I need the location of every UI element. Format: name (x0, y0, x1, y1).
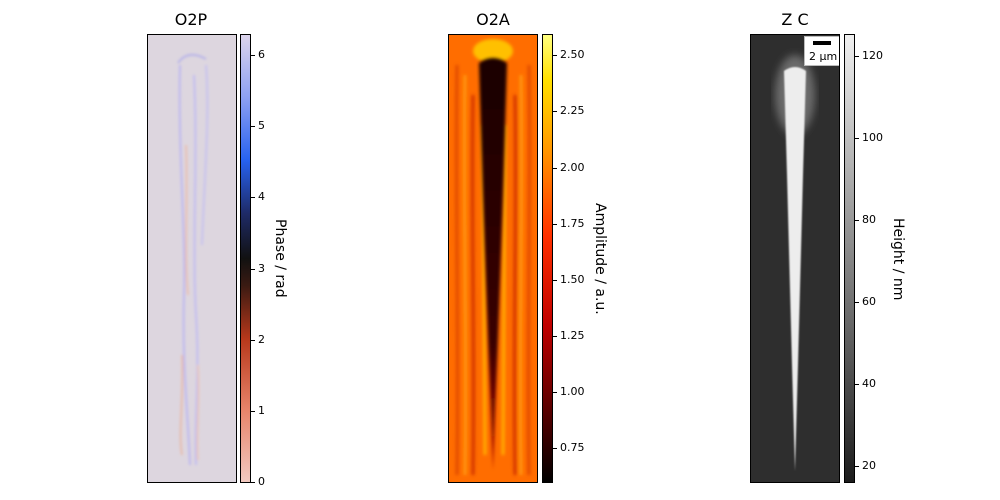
colorbar-tick-label: 60 (862, 295, 876, 308)
colorbar-tickmark (251, 126, 255, 127)
colorbar-tick-label: 1.00 (560, 385, 585, 398)
colorbar-tickmark (251, 55, 255, 56)
colorbar-tickmark (553, 448, 557, 449)
colorbar-label: Height / nm (890, 218, 906, 301)
height-colorbar (844, 34, 855, 483)
colorbar-tickmark (553, 224, 557, 225)
colorbar-tick-label: 3 (258, 262, 265, 275)
colorbar-tickmark (855, 466, 859, 467)
chart-title: O2A (476, 10, 510, 29)
colorbar-label: Amplitude / a.u. (592, 203, 608, 315)
colorbar-tickmark (553, 336, 557, 337)
colorbar-tickmark (251, 411, 255, 412)
colorbar-tick-label: 2.50 (560, 48, 585, 61)
colorbar-tickmark (251, 197, 255, 198)
colorbar-tick-label: 1.50 (560, 273, 585, 286)
colorbar-tick-label: 4 (258, 190, 265, 203)
chart-title: Z C (781, 10, 809, 29)
colorbar-tick-label: 40 (862, 377, 876, 390)
colorbar-tickmark (553, 111, 557, 112)
scalebar-label: 2 µm (809, 50, 838, 63)
amplitude-map (448, 34, 538, 483)
colorbar-tickmark (855, 220, 859, 221)
colorbar-tickmark (855, 138, 859, 139)
colorbar-label: Phase / rad (272, 219, 288, 298)
colorbar-tick-label: 1.25 (560, 329, 585, 342)
colorbar-tickmark (553, 168, 557, 169)
phase-map-image (148, 35, 236, 482)
colorbar-tick-label: 20 (862, 459, 876, 472)
colorbar-tickmark (553, 280, 557, 281)
phase-colorbar-gradient (241, 35, 250, 482)
height-map-image (751, 35, 839, 482)
colorbar-tickmark (855, 56, 859, 57)
colorbar-tick-label: 120 (862, 49, 883, 62)
amplitude-map-image (449, 35, 537, 482)
colorbar-tick-label: 100 (862, 131, 883, 144)
colorbar-tickmark (251, 269, 255, 270)
height-map: 2 µm (750, 34, 840, 483)
colorbar-tick-label: 0.75 (560, 441, 585, 454)
height-colorbar-gradient (845, 35, 854, 482)
colorbar-tick-label: 1 (258, 404, 265, 417)
scalebar: 2 µm (804, 36, 839, 66)
amplitude-colorbar-gradient (543, 35, 552, 482)
colorbar-tick-label: 0 (258, 475, 265, 488)
colorbar-tick-label: 5 (258, 119, 265, 132)
colorbar-tick-label: 1.75 (560, 217, 585, 230)
colorbar-tick-label: 2.00 (560, 161, 585, 174)
colorbar-tick-label: 80 (862, 213, 876, 226)
colorbar-tickmark (251, 340, 255, 341)
colorbar-tickmark (553, 392, 557, 393)
colorbar-tick-label: 6 (258, 48, 265, 61)
colorbar-tickmark (855, 384, 859, 385)
colorbar-tick-label: 2 (258, 333, 265, 346)
colorbar-tick-label: 2.25 (560, 104, 585, 117)
colorbar-tickmark (251, 482, 255, 483)
scalebar-line (813, 41, 831, 45)
colorbar-tickmark (553, 55, 557, 56)
colorbar-tickmark (855, 302, 859, 303)
amplitude-colorbar (542, 34, 553, 483)
chart-title: O2P (174, 10, 208, 29)
phase-map (147, 34, 237, 483)
phase-colorbar (240, 34, 251, 483)
